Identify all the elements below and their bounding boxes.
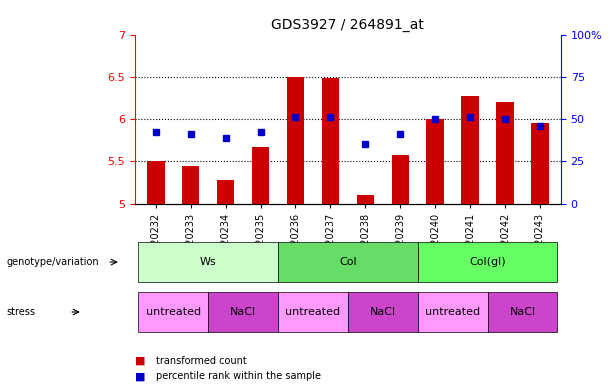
Text: ■: ■ <box>135 371 145 381</box>
Text: untreated: untreated <box>286 307 340 317</box>
Text: genotype/variation: genotype/variation <box>6 257 99 267</box>
Bar <box>217 180 234 204</box>
Bar <box>427 119 444 204</box>
Text: ■: ■ <box>135 356 145 366</box>
Text: percentile rank within the sample: percentile rank within the sample <box>156 371 321 381</box>
Bar <box>357 195 374 204</box>
Bar <box>322 78 339 204</box>
Text: Col(gl): Col(gl) <box>469 257 506 267</box>
Text: NaCl: NaCl <box>370 307 396 317</box>
Text: Col: Col <box>339 257 357 267</box>
Bar <box>392 156 409 204</box>
Text: untreated: untreated <box>425 307 480 317</box>
Bar <box>497 102 514 204</box>
Text: untreated: untreated <box>146 307 201 317</box>
Text: NaCl: NaCl <box>509 307 536 317</box>
Text: Ws: Ws <box>200 257 216 267</box>
Bar <box>147 161 164 204</box>
Bar <box>462 96 479 204</box>
Bar <box>182 166 199 204</box>
Bar <box>252 147 269 204</box>
Text: stress: stress <box>6 307 35 317</box>
Bar <box>531 123 549 204</box>
Text: NaCl: NaCl <box>230 307 256 317</box>
Title: GDS3927 / 264891_at: GDS3927 / 264891_at <box>272 18 424 32</box>
Bar <box>287 77 304 204</box>
Text: transformed count: transformed count <box>156 356 247 366</box>
